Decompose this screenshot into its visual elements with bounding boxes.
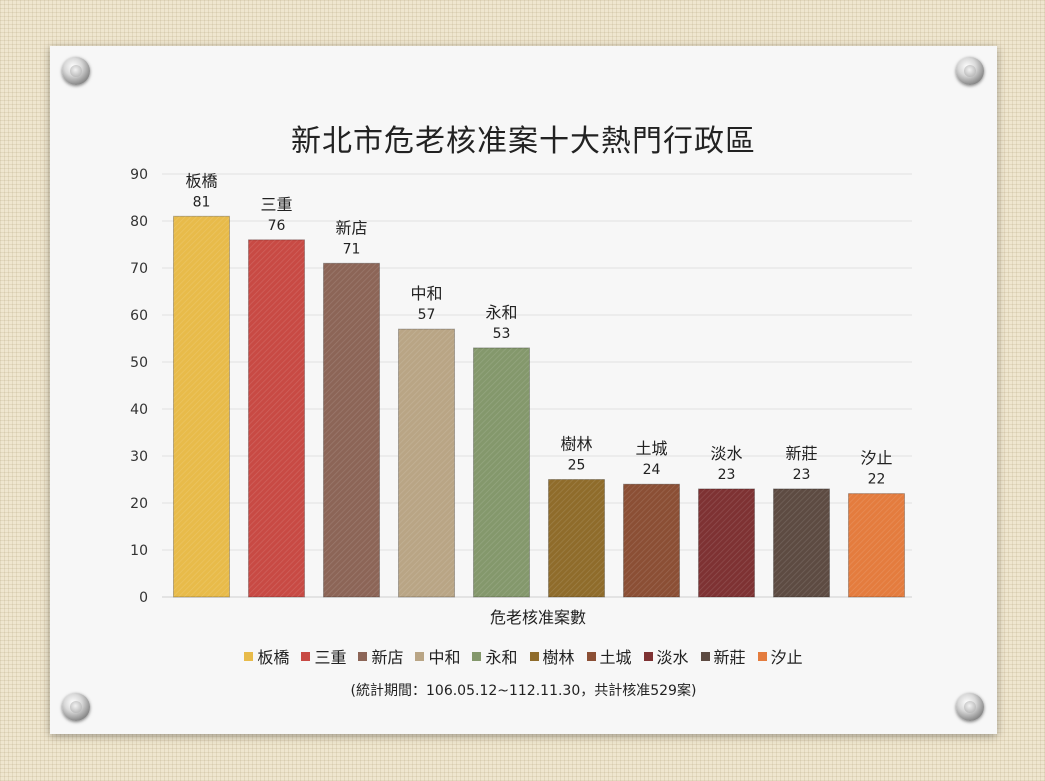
pin-icon: [956, 57, 984, 85]
pin-icon: [62, 693, 90, 721]
chart-title: 新北市危老核准案十大熱門行政區: [291, 124, 756, 159]
legend-item: 永和: [472, 644, 518, 668]
bar-category-label: 汐止: [860, 449, 892, 468]
y-tick-label: 70: [130, 261, 148, 277]
bar-value-label: 81: [193, 194, 211, 210]
legend-swatch: [529, 651, 539, 661]
bar-texture: [473, 347, 530, 597]
legend-label: 中和: [428, 648, 461, 667]
bar-value-label: 57: [418, 307, 436, 323]
legend-swatch: [301, 651, 311, 661]
legend-swatch: [415, 651, 425, 661]
bar-category-label: 中和: [410, 284, 442, 303]
bar-texture: [548, 479, 605, 597]
bar-value-label: 76: [268, 218, 286, 234]
y-tick-label: 50: [130, 355, 148, 371]
y-tick-label: 90: [130, 167, 148, 183]
bar-value-label: 25: [568, 458, 586, 474]
y-tick-label: 80: [130, 214, 148, 230]
y-tick-label: 10: [130, 543, 148, 559]
legend-label: 樹林: [542, 648, 575, 667]
bar-category-label: 永和: [485, 303, 517, 322]
legend-swatch: [757, 651, 767, 661]
x-axis-label: 危老核准案數: [490, 608, 586, 627]
bar-texture: [623, 484, 680, 597]
y-tick-label: 40: [130, 402, 148, 418]
legend-swatch: [586, 651, 596, 661]
bar-chart: 0 10 20 30 40 50 60 70 80 90 板橋 81 三重 76 新店 71 中和 57 永和 53…: [130, 167, 912, 627]
bar-category-label: 新店: [335, 218, 367, 237]
legend-label: 新店: [371, 648, 404, 667]
legend-label: 板橋: [257, 648, 290, 667]
bar-value-label: 53: [493, 326, 511, 342]
bar-texture: [248, 239, 305, 598]
legend-label: 土城: [599, 648, 632, 667]
bar-category-label: 土城: [635, 439, 667, 458]
y-tick-label: 0: [139, 590, 148, 606]
legend-label: 淡水: [656, 648, 689, 667]
legend-item: 板橋: [244, 644, 289, 668]
legend-label: 汐止: [770, 648, 803, 667]
legend-item: 三重: [301, 644, 346, 668]
bar-value-label: 23: [793, 467, 811, 483]
legend-item: 淡水: [643, 644, 689, 668]
legend-swatch: [643, 651, 653, 661]
bar-value-label: 22: [868, 472, 886, 488]
legend-swatch: [358, 651, 368, 661]
legend-item: 新店: [358, 644, 403, 668]
bar-value-label: 24: [643, 462, 661, 478]
legend: 板橋 三重 新店 中和 永和 樹林 土城 淡水 新莊 汐止: [50, 644, 997, 668]
bar-category-label: 板橋: [185, 171, 217, 190]
legend-swatch: [244, 651, 254, 661]
slide-card: 新北市危老核准案十大熱門行政區 0 10 20 30 40 50 60 70 80 90 板橋 81…: [50, 46, 997, 734]
legend-swatch: [700, 651, 710, 661]
y-tick-label: 30: [130, 449, 148, 465]
bar-category-label: 新莊: [785, 444, 817, 463]
legend-item: 新莊: [700, 644, 746, 668]
legend-item: 汐止: [757, 644, 803, 668]
bar-texture: [173, 216, 230, 598]
bar-texture: [323, 263, 380, 597]
bar-category-label: 樹林: [560, 435, 592, 454]
legend-label: 新莊: [713, 648, 746, 667]
bar-texture: [698, 488, 755, 597]
footnote: (統計期間：106.05.12~112.11.30，共計核准529案): [350, 683, 697, 699]
legend-label: 三重: [314, 648, 347, 667]
pin-icon: [62, 57, 90, 85]
legend-item: 中和: [415, 644, 460, 668]
bar-value-label: 71: [343, 241, 361, 257]
bar-texture: [848, 493, 905, 597]
bar-texture: [773, 488, 830, 597]
bar-category-label: 三重: [260, 195, 292, 214]
y-tick-label: 60: [130, 308, 148, 324]
legend-swatch: [472, 651, 482, 661]
bar-value-label: 23: [718, 467, 736, 483]
bar-category-label: 淡水: [710, 444, 742, 463]
y-tick-label: 20: [130, 496, 148, 512]
legend-label: 永和: [485, 648, 518, 667]
legend-item: 土城: [586, 644, 632, 668]
pin-icon: [956, 693, 984, 721]
legend-item: 樹林: [529, 644, 575, 668]
bar-texture: [398, 329, 455, 597]
